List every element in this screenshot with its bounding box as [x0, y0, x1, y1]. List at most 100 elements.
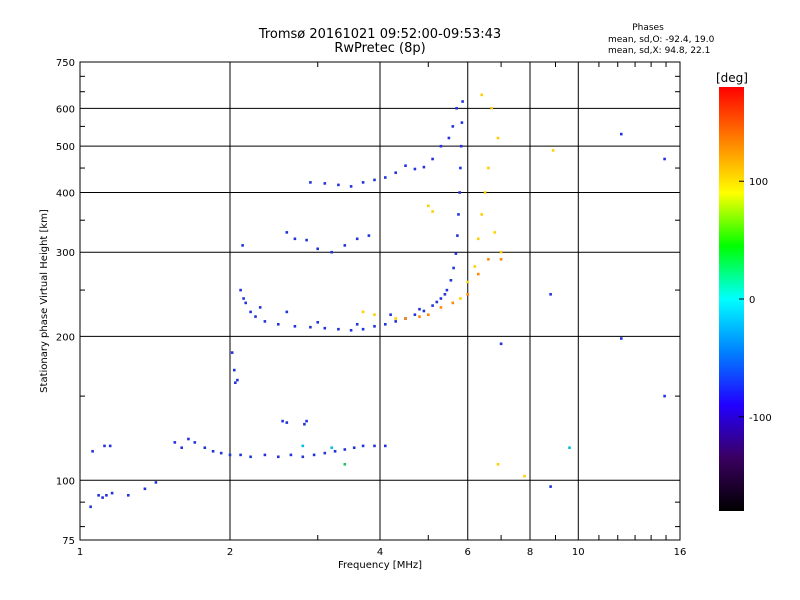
x-tick-label: 4	[377, 547, 383, 558]
data-point	[418, 315, 421, 318]
data-point	[461, 100, 464, 103]
data-point	[233, 368, 236, 372]
data-point	[349, 185, 353, 188]
data-point	[449, 279, 453, 282]
y-tick-label: 100	[56, 476, 75, 487]
data-point	[355, 237, 359, 241]
data-point	[454, 252, 458, 255]
data-point	[289, 453, 293, 457]
data-point	[241, 244, 244, 247]
data-point	[293, 325, 297, 328]
data-point	[458, 191, 461, 194]
data-point	[303, 422, 306, 426]
data-point	[459, 144, 463, 148]
data-point	[499, 342, 503, 346]
data-point	[394, 320, 397, 323]
y-tick-label: 300	[56, 248, 75, 259]
data-point	[422, 309, 426, 313]
data-point	[173, 441, 177, 444]
data-point	[456, 234, 459, 237]
data-point	[258, 306, 262, 309]
data-point	[316, 321, 319, 324]
data-point	[330, 446, 333, 449]
data-point	[343, 448, 347, 451]
data-point	[439, 297, 443, 300]
data-point	[445, 288, 449, 292]
data-point	[343, 463, 347, 466]
data-point	[349, 329, 353, 332]
data-point	[367, 234, 371, 237]
y-tick-label: 200	[56, 332, 75, 343]
data-point	[361, 310, 365, 314]
data-point	[404, 164, 407, 167]
x-tick-label: 16	[674, 547, 687, 558]
data-point	[337, 327, 340, 331]
data-point	[249, 310, 252, 314]
y-tick-label: 600	[56, 104, 75, 115]
colorbar-tick-label: 100	[749, 177, 768, 188]
info-x-mode: mean, sd,X: 94.8, 22.1	[608, 46, 710, 56]
data-point	[333, 450, 337, 453]
chart-title: Tromsø 20161021 09:52:00-09:53:43	[258, 27, 501, 42]
data-point	[663, 157, 666, 161]
data-point	[496, 136, 500, 140]
data-point	[316, 247, 319, 251]
data-point	[443, 293, 447, 296]
x-tick-label: 10	[572, 547, 585, 558]
data-point	[281, 419, 284, 423]
grid-lines	[80, 62, 680, 540]
data-point	[143, 487, 147, 491]
data-point	[551, 149, 555, 152]
data-point	[110, 491, 114, 495]
data-point	[242, 297, 245, 300]
data-point	[263, 320, 267, 323]
data-point	[394, 317, 397, 320]
data-point	[384, 444, 387, 448]
data-point	[103, 444, 106, 448]
data-point	[455, 107, 458, 110]
x-tick-label: 2	[227, 547, 233, 558]
data-point	[499, 258, 503, 261]
data-point	[285, 421, 289, 424]
data-point	[219, 451, 223, 455]
data-point	[312, 453, 316, 457]
data-point	[211, 450, 215, 453]
data-point	[483, 191, 487, 194]
data-point	[228, 453, 232, 457]
data-point	[422, 165, 426, 169]
data-point	[549, 485, 552, 488]
data-point	[480, 213, 483, 216]
data-point	[373, 444, 376, 448]
data-point	[523, 474, 526, 478]
data-point	[180, 446, 183, 449]
data-point	[234, 381, 237, 384]
data-point	[663, 394, 666, 398]
data-point	[301, 444, 305, 448]
data-point	[277, 323, 280, 326]
data-point	[244, 301, 247, 305]
x-tick-label: 1	[77, 547, 83, 558]
data-point	[549, 293, 552, 296]
data-point	[373, 178, 376, 182]
x-tick-label: 8	[527, 547, 533, 558]
data-point	[487, 166, 490, 170]
data-point	[477, 272, 480, 276]
data-point	[187, 437, 190, 441]
data-point	[249, 455, 252, 459]
colorbar-ticks: 100 0 -100	[739, 177, 772, 424]
data-point	[337, 183, 340, 187]
data-point	[447, 136, 451, 140]
colorbar-tick-label: 0	[749, 295, 755, 306]
data-point	[254, 315, 257, 318]
x-tick-label: 6	[465, 547, 471, 558]
y-axis-ticks: 75 100 200 300 400 500 600 750	[56, 58, 680, 547]
data-point	[361, 444, 365, 448]
data-point	[439, 306, 443, 309]
data-point	[466, 280, 469, 284]
data-point	[108, 444, 112, 448]
data-point	[496, 463, 500, 466]
y-tick-label: 75	[62, 536, 75, 547]
info-o-mode: mean, sd,O: -92.4, 19.0	[608, 35, 715, 45]
scatter-points	[89, 93, 666, 509]
